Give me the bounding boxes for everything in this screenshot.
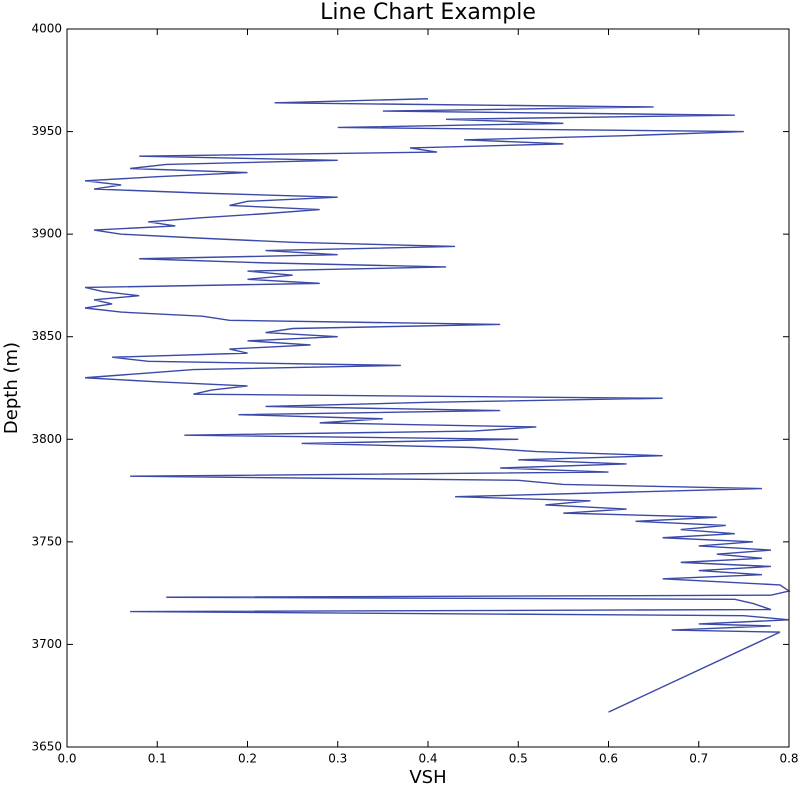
y-tick-label: 3750 [31, 534, 62, 548]
x-tick-label: 0.5 [509, 752, 528, 766]
x-tick-label: 0.0 [57, 752, 76, 766]
y-tick-label: 3800 [31, 432, 62, 446]
y-axis-label: Depth (m) [1, 342, 22, 434]
x-tick-label: 0.2 [238, 752, 257, 766]
x-tick-label: 0.4 [418, 752, 437, 766]
y-tick-label: 3850 [31, 329, 62, 343]
y-tick-label: 3900 [31, 227, 62, 241]
x-tick-label: 0.8 [779, 752, 798, 766]
y-tick-label: 3950 [31, 124, 62, 138]
y-tick-label: 3700 [31, 637, 62, 651]
x-tick-label: 0.1 [148, 752, 167, 766]
data-line [84, 98, 791, 713]
x-tick-label: 0.3 [328, 752, 347, 766]
y-tick-label: 4000 [31, 22, 62, 36]
x-axis-label: VSH [409, 767, 446, 788]
x-tick-label: 0.7 [689, 752, 708, 766]
plot-frame [66, 28, 790, 748]
x-tick-label: 0.6 [599, 752, 618, 766]
chart-title: Line Chart Example [320, 0, 536, 25]
y-tick-label: 3650 [31, 740, 62, 754]
